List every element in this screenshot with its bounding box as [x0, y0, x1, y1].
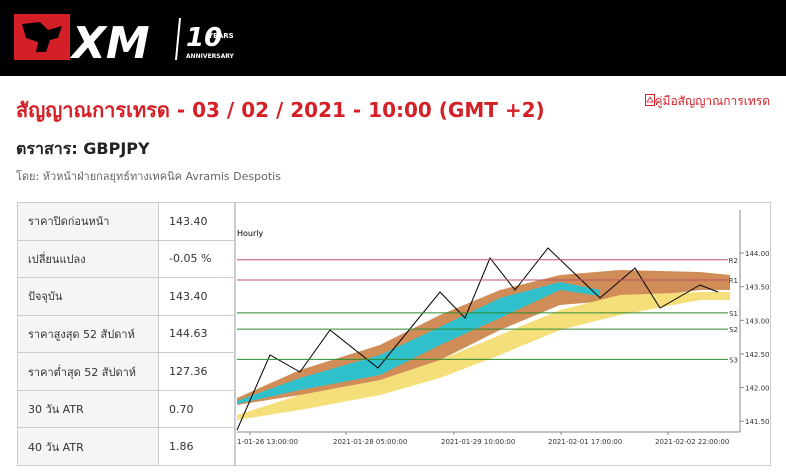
anniversary-number: 10 [186, 23, 222, 53]
stats-row: 30 วัน ATR 0.70 [17, 389, 235, 429]
stat-label: 30 วัน ATR [17, 389, 159, 429]
chart: Hourly 141.50 142.00 142.50 143.00 143.50 144… [235, 202, 771, 466]
stats-table: ราคาปิดก่อนหน้า 143.40 เปลี่ยนแปลง -0.05 % ป… [17, 202, 235, 466]
logo-divider [175, 17, 181, 61]
stat-value: 127.36 [158, 352, 235, 391]
instrument: ตราสาร: GBPJPY [16, 139, 150, 158]
page-title: สัญญาณการเทรด - 03 / 02 / 2021 - 10:00 (… [16, 98, 545, 122]
level-label: S2 [729, 326, 738, 334]
x-tick-label: 2021-02-02 22:00:00 [655, 438, 729, 446]
y-tick-label: 142.50 [745, 351, 770, 359]
stat-value: 143.40 [158, 277, 235, 316]
stat-label: ราคาสูงสุด 52 สัปดาห์ [17, 314, 159, 354]
y-tick-label: 141.50 [745, 418, 770, 426]
anniversary-label: ANNIVERSARY [186, 53, 235, 60]
stats-row: 40 วัน ATR 1.86 [17, 427, 235, 466]
anniversary-years: YEARS [207, 32, 234, 40]
logo-text: XM [69, 18, 150, 69]
level-label: R2 [729, 257, 738, 265]
stats-row: ราคาปิดก่อนหน้า 143.40 [17, 202, 235, 241]
stat-value: -0.05 % [158, 239, 235, 279]
stat-label: เปลี่ยนแปลง [17, 239, 159, 279]
stat-value: 1.86 [158, 427, 235, 466]
level-label: S1 [729, 310, 738, 318]
x-tick-label: 2021-02-01 17:00:00 [548, 438, 622, 446]
y-tick-label: 142.00 [745, 385, 770, 393]
logo-bull [22, 22, 62, 52]
y-tick-label: 143.00 [745, 317, 770, 325]
author: โดย: หัวหน้าฝ่ายกลยุทธ์ทางเทคนิค Avramis… [16, 170, 281, 183]
y-tick-label: 143.50 [745, 284, 770, 292]
x-tick-label: 1-01-26 13:00:00 [237, 438, 298, 446]
logo: XM 10 YEARS ANNIVERSARY [14, 14, 235, 69]
level-label: S3 [729, 356, 738, 364]
stat-value: 143.40 [158, 202, 235, 241]
stat-label: ราคาต่ำสุด 52 สัปดาห์ [17, 352, 159, 391]
stat-label: 40 วัน ATR [17, 427, 159, 466]
stat-label: ปัจจุบัน [17, 277, 159, 316]
stats-row: เปลี่ยนแปลง -0.05 % [17, 239, 235, 279]
stat-value: 144.63 [158, 314, 235, 354]
stat-label: ราคาปิดก่อนหน้า [17, 202, 159, 241]
guide-link[interactable]: คู่มือสัญญาณการเทรด [644, 92, 771, 111]
level-label: R1 [729, 277, 738, 285]
stat-value: 0.70 [158, 389, 235, 429]
stats-row: ราคาต่ำสุด 52 สัปดาห์ 127.36 [17, 352, 235, 391]
x-tick-label: 2021-01-29 10:00:00 [441, 438, 515, 446]
x-tick-label: 2021-01-28 05:00:00 [333, 438, 407, 446]
pdf-icon [644, 94, 655, 106]
zigzag [236, 247, 719, 431]
stats-body: ราคาปิดก่อนหน้า 143.40 เปลี่ยนแปลง -0.05 % ป… [17, 202, 235, 466]
band-lower [237, 292, 730, 420]
header: XM 10 YEARS ANNIVERSARY [0, 0, 786, 76]
y-tick-label: 144.00 [745, 250, 770, 258]
stats-row: ปัจจุบัน 143.40 [17, 277, 235, 316]
stats-row: ราคาสูงสุด 52 สัปดาห์ 144.63 [17, 314, 235, 354]
guide-link-text: คู่มือสัญญาณการเทรด [654, 94, 771, 108]
chart-label: Hourly [237, 229, 263, 238]
